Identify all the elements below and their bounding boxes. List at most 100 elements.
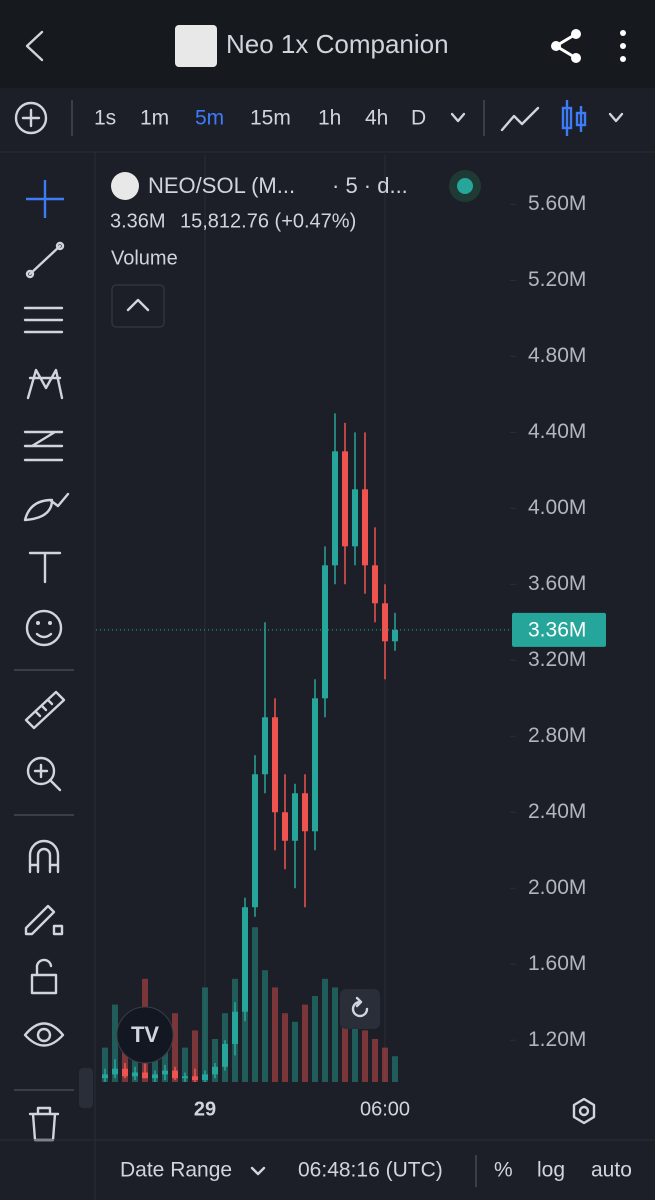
trendline-tool[interactable] (25, 241, 65, 279)
pattern-tool[interactable] (26, 368, 64, 400)
visibility-tool[interactable] (23, 1022, 65, 1047)
volume-bar (122, 1030, 128, 1082)
candle-body (112, 1068, 118, 1075)
interval-group: 1s 1m 5m 15m 1h 4h D (94, 107, 426, 130)
candle-body (322, 565, 328, 699)
text-tool[interactable] (28, 551, 62, 584)
candle-body (192, 1076, 198, 1081)
interval-button[interactable]: D (411, 107, 426, 130)
scale-option[interactable]: log (537, 1159, 565, 1182)
volume-bar (172, 1013, 178, 1082)
collapse-button[interactable] (111, 284, 165, 328)
x-tick-label: 29 (194, 1098, 216, 1120)
volume-bar (272, 987, 278, 1082)
settings-button[interactable] (572, 1097, 596, 1125)
toolbar (0, 88, 655, 152)
interval-button[interactable]: 1h (318, 107, 341, 130)
svg-text:TV: TV (131, 1022, 159, 1047)
interval-button[interactable]: 1m (140, 107, 169, 130)
volume-bar (392, 1056, 398, 1082)
candle-body (272, 717, 278, 813)
collapse-toolbar-button[interactable] (79, 1068, 93, 1108)
candle-body (362, 489, 368, 566)
interval-button[interactable]: 1s (94, 107, 116, 130)
brush-tool[interactable] (23, 492, 70, 522)
scale-option[interactable]: % (494, 1159, 513, 1182)
add-button[interactable] (14, 101, 48, 135)
plot-area: 1.20M 1.60M 2.00M 2.40M 2.80M 3.20M 3.60M 4.00M… (96, 155, 606, 1120)
volume-bar (352, 1013, 358, 1082)
date-range[interactable]: Date Range (120, 1159, 232, 1182)
header-bar (0, 0, 655, 88)
y-tick-label: 2.40M (528, 800, 586, 823)
interval-button[interactable]: 4h (365, 107, 388, 130)
candle-body (182, 1076, 188, 1079)
volume-bar (112, 1004, 118, 1082)
share-button[interactable] (551, 29, 581, 63)
volume-bar (312, 996, 318, 1082)
chart-type-dropdown[interactable] (608, 112, 624, 123)
candle-body (352, 489, 358, 547)
volume-bar (262, 970, 268, 1082)
candle-chart-button[interactable] (561, 100, 587, 136)
reset-button[interactable] (340, 989, 380, 1029)
magnet-tool[interactable] (28, 839, 60, 874)
volume-bar (342, 996, 348, 1082)
tv-logo: TV (116, 1006, 174, 1064)
volume-bar (382, 1047, 388, 1082)
candle-body (382, 603, 388, 642)
collapse-icon (126, 298, 150, 312)
candle-body (232, 1011, 238, 1045)
volume-bar (192, 1030, 198, 1082)
projection-tool[interactable] (23, 430, 64, 462)
scale-option[interactable]: auto (591, 1159, 632, 1182)
volume-bar (252, 927, 258, 1082)
date-range-dropdown[interactable] (250, 1166, 266, 1176)
y-tick-label: 1.60M (528, 952, 586, 975)
volume-bar (332, 987, 338, 1082)
candle-body (152, 1074, 158, 1079)
ruler-tool[interactable] (24, 690, 66, 730)
interval-dropdown[interactable] (450, 112, 466, 123)
interval-button[interactable]: 15m (250, 107, 291, 130)
volume-bar (202, 987, 208, 1082)
volume-bar (102, 1047, 108, 1082)
volume-bar (372, 1039, 378, 1082)
interval-button[interactable]: 5m (195, 107, 224, 130)
y-tick-label: 4.40M (528, 420, 586, 443)
header-title: Neo 1x Companion (226, 29, 449, 59)
scale-options: % log auto (494, 1159, 632, 1182)
y-tick-label: 4.80M (528, 344, 586, 367)
back-button[interactable] (25, 30, 44, 62)
candle-body (262, 717, 268, 775)
y-tick-label: 2.80M (528, 724, 586, 747)
candle-body (252, 774, 258, 908)
zoom-tool[interactable] (26, 756, 62, 792)
fib-tool[interactable] (23, 306, 64, 334)
volume-bar (322, 978, 328, 1082)
y-tick-label: 5.60M (528, 192, 586, 215)
legend: NEO/SOL (M... · 5 · d... 3.36M 15,812.76… (110, 170, 481, 328)
lock-drawing-tool[interactable] (24, 904, 64, 936)
volume-bar (302, 1004, 308, 1082)
candle-body (212, 1066, 218, 1075)
volume-bar (282, 1013, 288, 1082)
volume-bar (362, 1030, 368, 1082)
y-tick-label: 2.00M (528, 876, 586, 899)
unlock-tool[interactable] (30, 958, 58, 995)
candle-body (132, 1072, 138, 1077)
drawing-toolbar (14, 180, 74, 1142)
crosshair-tool[interactable] (26, 180, 64, 218)
candle-body (202, 1074, 208, 1081)
symbol-suffix: · 5 · d... (332, 173, 408, 198)
line-chart-button[interactable] (500, 106, 540, 132)
candle-body (292, 793, 298, 841)
y-tick-label: 1.20M (528, 1028, 586, 1051)
menu-button[interactable] (620, 30, 626, 62)
last-price-box (512, 612, 606, 647)
x-tick-label: 06:00 (360, 1098, 410, 1120)
emoji-tool[interactable] (25, 609, 63, 647)
candle-body (242, 907, 248, 1012)
candle-body (222, 1044, 228, 1067)
